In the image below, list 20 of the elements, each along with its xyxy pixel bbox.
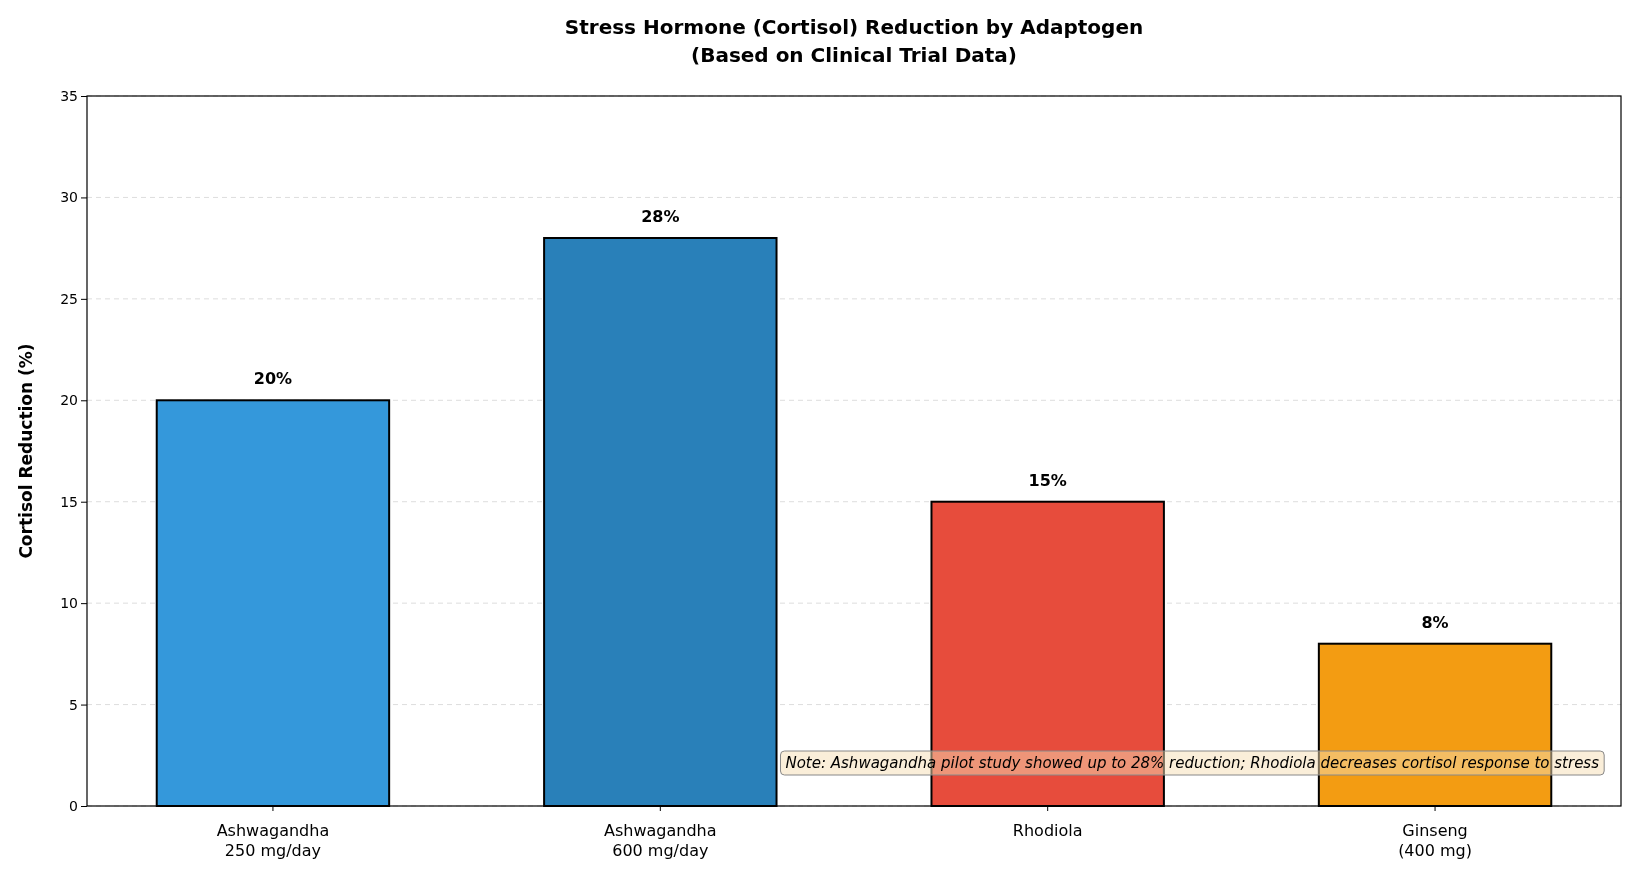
data-label: 8% [1421, 612, 1449, 632]
y-tick-label: 30 [60, 189, 78, 206]
data-label: 28% [641, 207, 680, 226]
x-tick-label: Ashwagandha 600 mg/day [604, 821, 717, 860]
chart-subtitle: (Based on Clinical Trial Data) [691, 43, 1017, 67]
y-tick-label: 35 [60, 87, 78, 104]
y-tick-label: 10 [60, 595, 78, 612]
x-tick-label: Rhodiola [1012, 821, 1083, 840]
y-axis-title: Cortisol Reduction (%) [16, 343, 36, 559]
y-tick-label: 25 [60, 290, 78, 307]
data-label: 15% [1028, 470, 1067, 490]
y-tick-label: 5 [69, 696, 78, 713]
y-tick-label: 15 [60, 493, 78, 510]
x-tick-label: Ashwagandha 250 mg/day [216, 821, 330, 860]
data-label: 20% [253, 369, 293, 389]
x-tick-label: Ginseng (400 mg) [1398, 821, 1472, 860]
chart-title: Stress Hormone (Cortisol) Reduction by Adaptogen [564, 15, 1144, 39]
y-tick-label: 0 [69, 797, 78, 814]
y-tick-label: 20 [60, 392, 78, 409]
annotation: Note: Ashwagandha pilot study showed up to 28% reduction; Rhodiola decreases cortisol response to stress [785, 754, 1600, 772]
